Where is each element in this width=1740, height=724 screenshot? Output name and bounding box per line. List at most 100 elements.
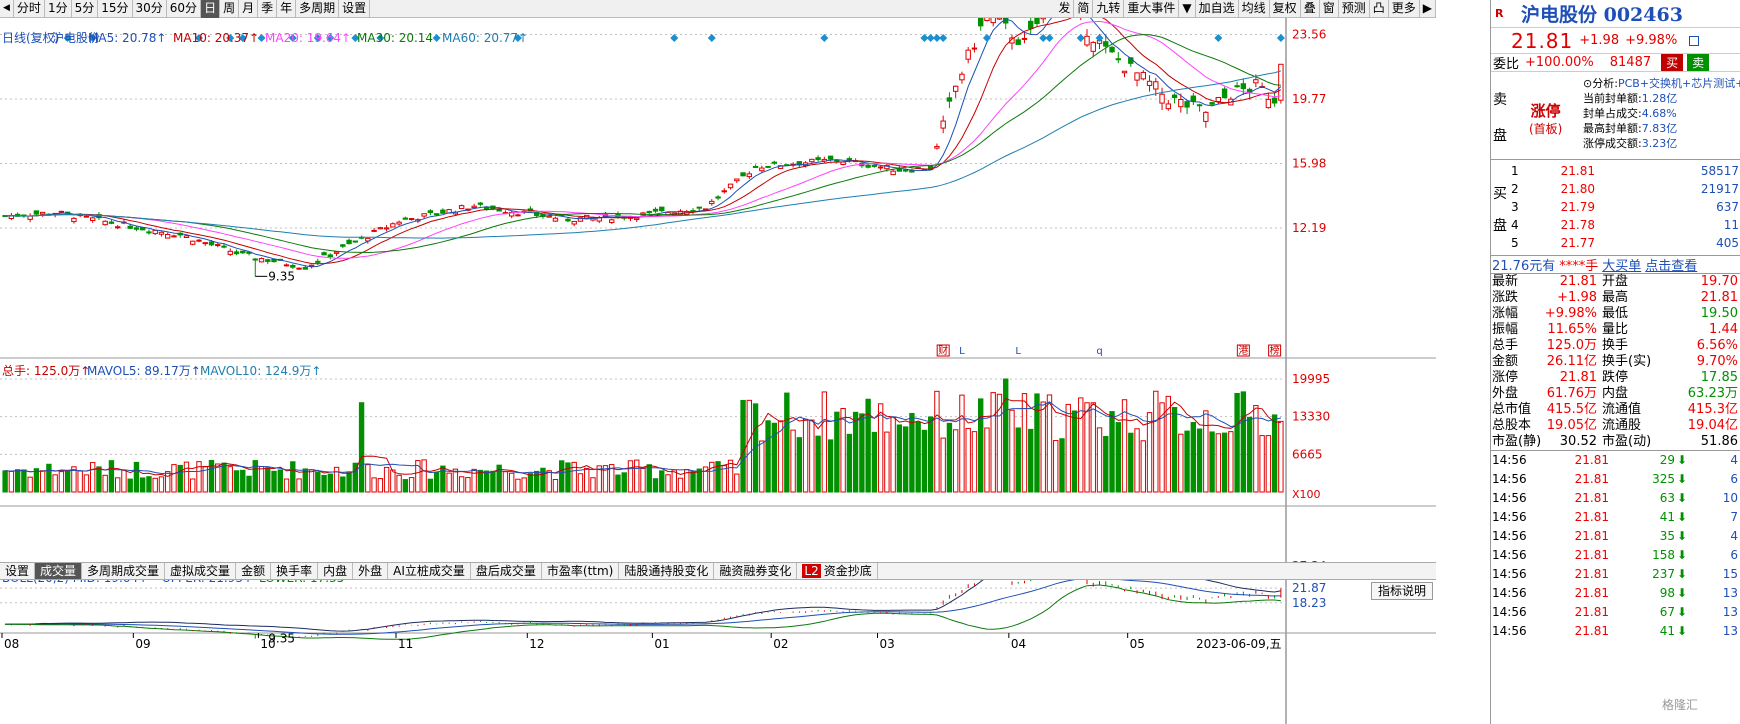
period-tab[interactable]: 1分 [45, 0, 72, 18]
toolbar-tool[interactable]: 重大事件 [1124, 0, 1180, 18]
candle-body [283, 264, 290, 267]
indicator-tab[interactable]: 外盘 [353, 563, 389, 579]
tick-row: 14:56 21.81 41 ⬇ 7 [1491, 508, 1740, 527]
volume-bar [146, 476, 152, 493]
toolbar-tool[interactable]: 复权 [1270, 0, 1301, 18]
chart-area: 27.2923.5619.7715.9812.1926.359.35财LLq港榜… [0, 18, 1436, 724]
period-tab[interactable]: 设置 [339, 0, 371, 18]
toolbar-tool[interactable]: 简 [1074, 0, 1094, 18]
period-tab[interactable]: 分时 [14, 0, 45, 18]
order-book-row[interactable]: 3 21.79 637 [1511, 200, 1739, 216]
down-arrow-icon: ⬇ [1676, 624, 1688, 638]
ma60-line [5, 70, 1282, 239]
period-tab[interactable]: 月 [239, 0, 259, 18]
tick-price: 21.81 [1574, 510, 1609, 524]
toolbar-tool[interactable]: 叠 [1301, 0, 1320, 18]
volume-bar [490, 470, 496, 493]
volume-bar [321, 474, 327, 493]
volume-bar [1140, 440, 1146, 493]
big-order-ad[interactable]: 21.76元有 ****手 大买单 点击查看 [1491, 256, 1740, 274]
quote-value: 1.44 [1709, 322, 1738, 337]
toolbar-tool[interactable]: 预测 [1339, 0, 1370, 18]
analysis-row: 当前封单额:1.28亿 [1583, 91, 1740, 106]
indicator-tab[interactable]: 市盈率(ttm) [542, 563, 620, 579]
indicator-help-button[interactable]: 指标说明 [1371, 582, 1433, 600]
event-diamond-icon [63, 34, 72, 42]
period-tab[interactable]: 多周期 [296, 0, 340, 18]
period-tab[interactable]: 15分 [98, 0, 133, 18]
period-tab[interactable]: 季 [258, 0, 278, 18]
volume-bar [1096, 427, 1103, 493]
toolbar-tool[interactable]: 九转 [1093, 0, 1125, 18]
month-label: 04 [1011, 637, 1026, 651]
candle-body [1159, 93, 1165, 104]
period-tab[interactable]: 5分 [72, 0, 99, 18]
sell-button[interactable]: 卖 [1687, 54, 1710, 71]
grid-icon[interactable] [1689, 35, 1700, 46]
indicator-tab[interactable]: 金额 [236, 563, 272, 579]
candle-body [759, 167, 765, 172]
quote-row: 总股本 19.05亿 流通股 19.04亿 [1491, 418, 1740, 434]
order-book-row[interactable]: 4 21.78 11 [1511, 218, 1739, 234]
month-label: 03 [880, 637, 895, 651]
candle-body [1090, 41, 1096, 52]
indicator-tab[interactable]: 换手率 [271, 563, 319, 579]
indicator-tab[interactable]: AI立桩成交量 [388, 563, 471, 579]
down-arrow-icon: ⬇ [1676, 567, 1688, 581]
event-tag: q [1096, 346, 1102, 357]
volume-bar [427, 478, 434, 493]
tick-volume: 158 [1652, 548, 1675, 562]
candle-body [308, 264, 315, 267]
indicator-tab[interactable]: 成交量 [35, 563, 83, 579]
ad-big-order[interactable]: 大买单 [1602, 259, 1642, 274]
toolbar-tool[interactable]: ▼ [1179, 0, 1196, 18]
volume-bar [1015, 427, 1021, 493]
indicator-tab-label: 资金抄底 [823, 564, 872, 578]
candle-body [252, 258, 258, 261]
period-tab[interactable]: 周 [220, 0, 240, 18]
indicator-tab[interactable]: 陆股通持股变化 [619, 563, 715, 579]
period-tab[interactable]: 年 [277, 0, 297, 18]
quote-row: 外盘 61.76万 内盘 63.23万 [1491, 386, 1740, 402]
volume-bar [821, 391, 828, 493]
toolbar-tool[interactable]: 加自选 [1196, 0, 1239, 18]
toolbar-tool[interactable]: 凸 [1370, 0, 1389, 18]
ad-view-link[interactable]: 点击查看 [1645, 259, 1698, 274]
order-book-row[interactable]: 1 21.81 58517 [1511, 164, 1739, 180]
candle-body [340, 244, 346, 247]
ma10-line [5, 18, 1282, 265]
candle-body [83, 215, 90, 218]
order-book-row[interactable]: 5 21.77 405 [1511, 236, 1739, 252]
quote-key: 市盈(动) [1602, 434, 1652, 449]
volume-bar [58, 471, 65, 493]
analysis-key: 当前封单额: [1583, 92, 1642, 105]
candle-body [371, 229, 377, 232]
candle-body [390, 223, 396, 228]
volume-bar [915, 421, 921, 493]
toolbar-tool[interactable]: ▶ [1420, 0, 1436, 18]
indicator-tab[interactable]: L2 资金抄底 [797, 563, 878, 579]
indicator-tab[interactable]: 设置 [0, 563, 36, 579]
indicator-tab[interactable]: 内盘 [318, 563, 354, 579]
volume-legend-item: MAVOL10: 124.9万↑ [200, 364, 321, 378]
toolbar-tool[interactable]: 均线 [1239, 0, 1270, 18]
indicator-tab[interactable]: 盘后成交量 [471, 563, 542, 579]
period-tab[interactable]: 60分 [167, 0, 202, 18]
toolbar-tool[interactable]: 窗 [1320, 0, 1339, 18]
indicator-tab[interactable]: 多周期成交量 [82, 563, 166, 579]
toolbar-tool[interactable]: 更多 [1389, 0, 1420, 18]
candle-body [1178, 98, 1184, 108]
quote-row: 金额 26.11亿 换手(实) 9.70% [1491, 354, 1740, 370]
limit-up-badge: 涨停 (首板) [1529, 102, 1562, 138]
order-book-row[interactable]: 2 21.80 21917 [1511, 182, 1739, 198]
toolbar-left-arrow-icon[interactable]: ◀ [0, 0, 14, 18]
toolbar-tool[interactable]: 发 [1055, 0, 1075, 18]
indicator-tab[interactable]: 虚拟成交量 [165, 563, 237, 579]
period-tab[interactable]: 30分 [133, 0, 167, 18]
volume-legend-item: MAVOL5: 89.17万↑ [87, 364, 201, 378]
volume-bar [1178, 433, 1184, 493]
period-tab[interactable]: 日 [201, 0, 221, 18]
quote-row: 涨停 21.81 跌停 17.85 [1491, 370, 1740, 386]
indicator-tab[interactable]: 融资融券变化 [714, 563, 798, 579]
buy-button[interactable]: 买 [1661, 54, 1684, 71]
